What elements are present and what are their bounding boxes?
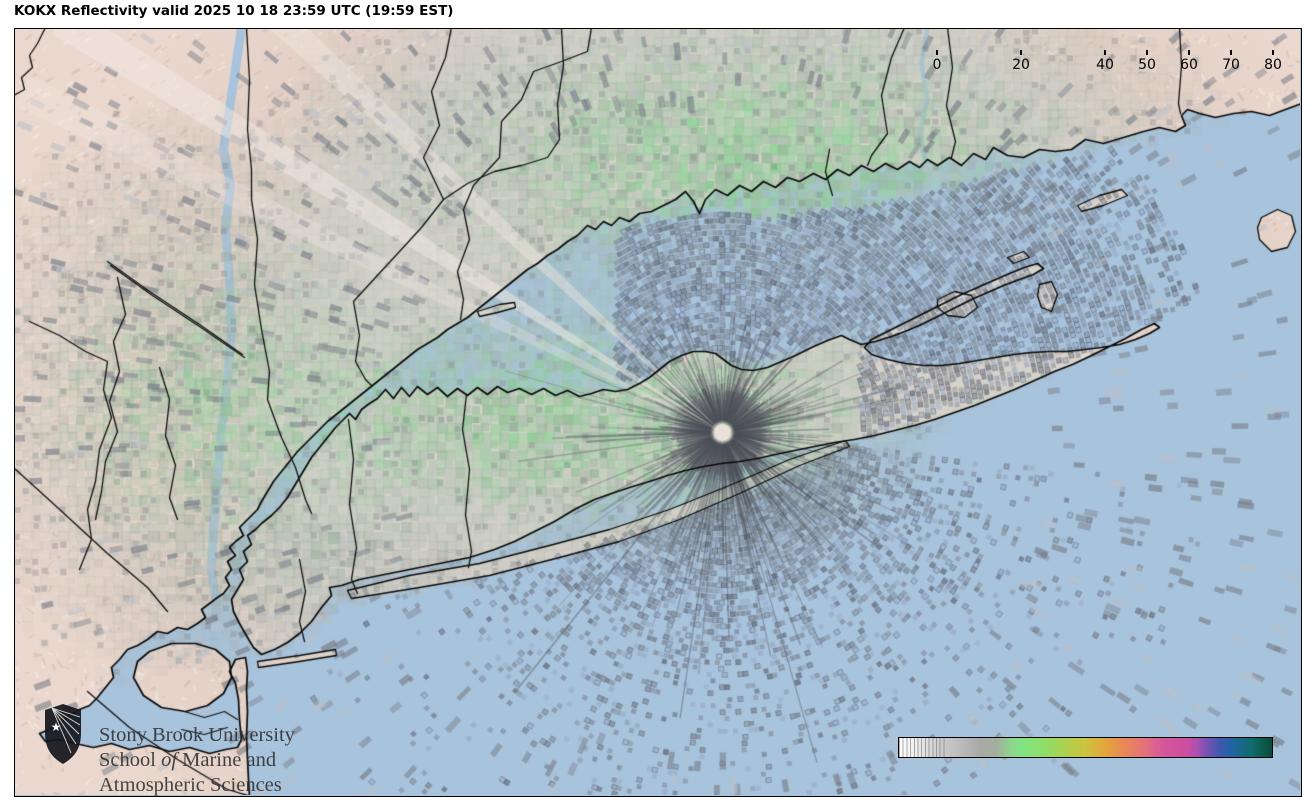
colorbar-tick-mark [1020,50,1022,55]
colorbar-tick-label: 40 [1096,57,1114,73]
colorbar-tick-label: 80 [1264,57,1282,73]
colorbar-tick-mark [1188,50,1190,55]
colorbar-tick-mark [1230,50,1232,55]
radar-map-canvas [15,29,1300,795]
reflectivity-colorbar [898,737,1273,758]
colorbar-tick-label: 70 [1222,57,1240,73]
logo-line-3: Atmospheric Sciences [99,774,282,796]
colorbar-tick-label: 0 [932,57,942,73]
university-shield-icon: ★ [45,704,81,764]
colorbar-tick-mark [1104,50,1106,55]
colorbar-tick-mark [1146,50,1148,55]
logo-line-2: School of Marine and [99,749,277,771]
stony-brook-logo: ★ Stony Brook University School of Marin… [43,703,295,798]
colorbar-tick-mark [1272,50,1274,55]
colorbar-tick-label: 60 [1180,57,1198,73]
logo-text: Stony Brook University School of Marine … [99,703,295,798]
colorbar-tick-label: 20 [1012,57,1030,73]
logo-line-1: Stony Brook University [99,724,295,746]
radar-map: 0 20 40 50 60 70 80 ★ Stony Brook University S… [14,28,1302,797]
colorbar-discrete-stripes [899,738,948,757]
page-title: KOKX Reflectivity valid 2025 10 18 23:59… [14,3,454,19]
colorbar-tick-mark [936,50,938,55]
svg-text:★: ★ [51,720,62,734]
colorbar-tick-label: 50 [1138,57,1156,73]
